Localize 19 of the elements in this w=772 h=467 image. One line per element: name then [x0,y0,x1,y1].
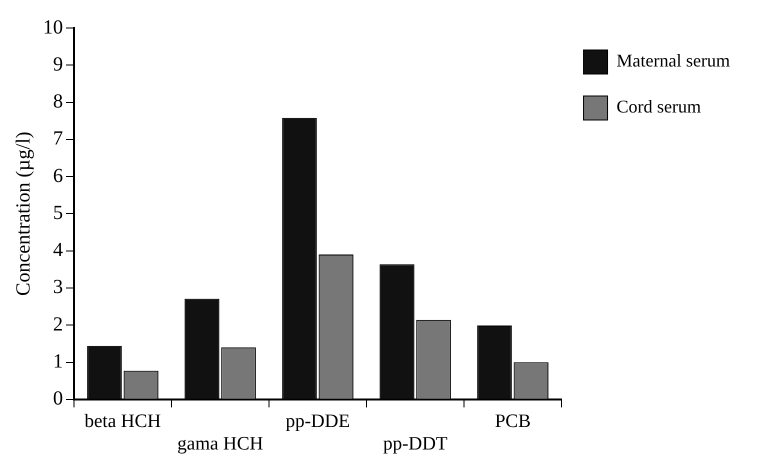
x-tick-label: PCB [494,410,531,432]
y-tick-label: 3 [53,276,63,298]
y-tick-label: 5 [53,202,63,224]
x-tick-label: pp-DDT [383,434,448,455]
y-tick-label: 6 [53,164,63,187]
y-tick-label: 1 [53,350,63,373]
x-tick-label: gama HCH [177,434,264,455]
y-tick-label: 8 [53,90,63,113]
x-tick-label: pp-DDE [286,410,350,432]
y-axis-title: Concentration (µg/l) [12,132,34,296]
legend-label: Cord serum [616,96,702,117]
y-tick-label: 9 [53,53,63,76]
x-tick-label: beta HCH [84,410,162,432]
y-tick-label: 2 [53,313,63,336]
y-tick-label: 4 [53,239,63,262]
y-tick-label: 7 [53,128,63,150]
y-tick-label: 10 [43,16,63,38]
legend-label: Maternal serum [616,50,730,71]
y-tick-label: 0 [53,388,63,410]
